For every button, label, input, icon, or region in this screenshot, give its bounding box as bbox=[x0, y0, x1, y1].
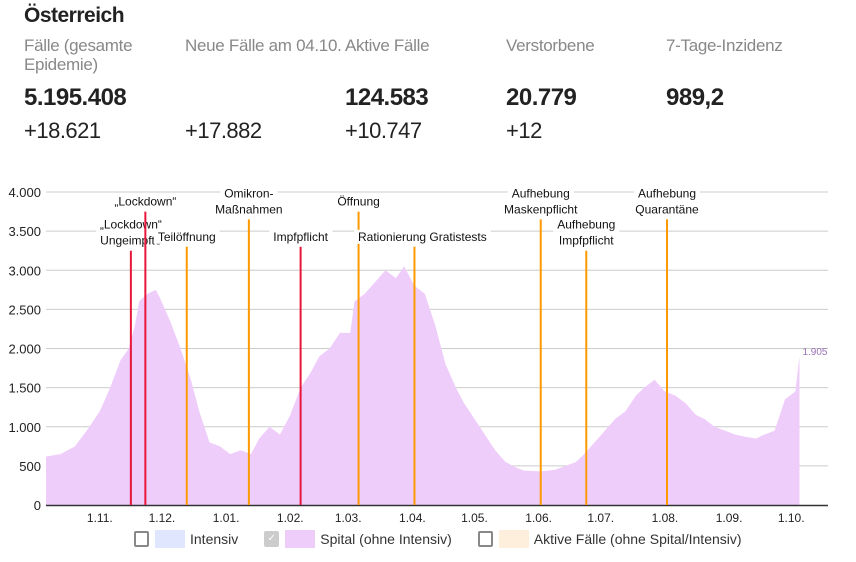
event-label: „Lockdown“ bbox=[114, 195, 176, 209]
legend-swatch bbox=[285, 530, 316, 548]
stat-label: 7-Tage-Inzidenz bbox=[666, 36, 783, 55]
event-label-bg bbox=[500, 202, 583, 217]
x-tick-label: 1.02. bbox=[277, 511, 304, 525]
y-tick-label: 3.000 bbox=[8, 263, 41, 278]
event-label: Ungeimpfte bbox=[100, 234, 162, 248]
event-label-bg bbox=[95, 217, 166, 232]
stat-change: +18.621 bbox=[24, 118, 101, 143]
x-tick-label: 1.08. bbox=[652, 511, 679, 525]
chart-legend: Intensiv ✓ Spital (ohne Intensiv) Aktive Fä… bbox=[134, 530, 768, 548]
stat-3: Verstorbene 20.779 +12 bbox=[506, 36, 666, 144]
event-label: Aufhebung bbox=[512, 186, 570, 200]
legend-label: Aktive Fälle (ohne Spital/Intensiv) bbox=[533, 531, 742, 547]
legend-checkbox[interactable] bbox=[477, 531, 493, 547]
y-tick-label: 3.500 bbox=[8, 224, 41, 239]
event-label-bg bbox=[153, 229, 220, 244]
stat-value: 5.195.408 bbox=[24, 84, 127, 111]
event-label: Rationierung Gratistests bbox=[358, 230, 487, 244]
x-tick-label: 1.05. bbox=[461, 511, 488, 525]
stat-2: Aktive Fälle 124.583 +10.747 bbox=[345, 36, 505, 144]
x-tick-label: 1.12. bbox=[149, 511, 176, 525]
hospital-chart: 0 500 1.000 1.500 2.000 2.500 3.000 3.500 4.000 1… bbox=[8, 185, 828, 525]
stat-change: +17.882 bbox=[185, 118, 262, 143]
stat-label: Verstorbene bbox=[506, 36, 595, 55]
legend-label: Spital (ohne Intensiv) bbox=[320, 531, 452, 547]
x-tick-label: 1.04. bbox=[399, 511, 426, 525]
event-label-bg bbox=[333, 194, 384, 209]
legend-item[interactable]: ✓ Spital (ohne Intensiv) bbox=[264, 530, 452, 548]
event-label-bg bbox=[554, 233, 619, 248]
x-tick-label: 1.09. bbox=[716, 511, 743, 525]
event-label: Omikron- bbox=[224, 186, 273, 200]
legend-checkbox[interactable] bbox=[134, 531, 149, 547]
stat-0: Fälle (gesamte Epidemie) 5.195.408 +18.621 bbox=[24, 36, 184, 144]
event-label: „Lockdown“ bbox=[100, 218, 162, 232]
event-label: Teilöffnung bbox=[158, 230, 216, 244]
x-tick-label: 1.11. bbox=[87, 511, 113, 525]
legend-swatch bbox=[155, 530, 185, 548]
legend-item[interactable]: Aktive Fälle (ohne Spital/Intensiv) bbox=[477, 530, 742, 548]
event-label-bg bbox=[211, 202, 287, 217]
stat-label: Aktive Fälle bbox=[345, 36, 430, 55]
event-label: Öffnung bbox=[337, 195, 379, 209]
legend-swatch bbox=[498, 530, 529, 548]
event-label-bg bbox=[354, 229, 491, 244]
x-tick-label: 1.10. bbox=[778, 511, 805, 525]
stat-label: Fälle (gesamte Epidemie) bbox=[24, 36, 133, 74]
legend-checkbox[interactable]: ✓ bbox=[264, 531, 280, 547]
stat-1: Neue Fälle am 04.10. +17.882 bbox=[185, 36, 345, 144]
event-label-bg bbox=[220, 186, 278, 201]
y-tick-label: 2.500 bbox=[8, 302, 41, 317]
stat-change: +12 bbox=[506, 118, 542, 143]
event-label: Aufhebung bbox=[557, 218, 615, 232]
event-label: Impfpflicht bbox=[559, 234, 614, 248]
y-tick-label: 0 bbox=[34, 498, 41, 513]
event-label: Maskenpflicht bbox=[504, 202, 578, 216]
last-value-label: 1.905 bbox=[802, 347, 827, 358]
event-label-bg bbox=[631, 202, 704, 217]
event-label: Quarantäne bbox=[635, 202, 699, 216]
spital-area bbox=[46, 266, 800, 505]
stat-change: +10.747 bbox=[345, 118, 422, 143]
event-label: Maßnahmen bbox=[215, 202, 282, 216]
y-tick-label: 500 bbox=[19, 459, 41, 474]
x-tick-label: 1.07. bbox=[587, 511, 614, 525]
event-label-bg bbox=[507, 186, 574, 201]
legend-label: Intensiv bbox=[190, 531, 239, 547]
event-label: Aufhebung bbox=[638, 186, 696, 200]
event-label-bg bbox=[269, 229, 333, 244]
stat-value: 20.779 bbox=[506, 84, 577, 111]
x-tick-label: 1.03. bbox=[335, 511, 362, 525]
event-label-bg bbox=[553, 217, 620, 232]
event-label-bg bbox=[633, 186, 701, 201]
stat-4: 7-Tage-Inzidenz 989,2 bbox=[666, 36, 826, 118]
stat-value: 124.583 bbox=[345, 84, 429, 111]
stat-value: 989,2 bbox=[666, 84, 724, 111]
event-label-bg bbox=[110, 194, 181, 209]
x-tick-label: 1.01. bbox=[213, 511, 240, 525]
event-label-bg bbox=[96, 233, 166, 248]
y-tick-label: 4.000 bbox=[8, 185, 41, 200]
event-label: Impfpflicht bbox=[273, 230, 328, 244]
x-tick-label: 1.06. bbox=[525, 511, 552, 525]
page-title: Österreich bbox=[24, 4, 125, 27]
legend-item[interactable]: Intensiv bbox=[134, 530, 238, 548]
stat-label: Neue Fälle am 04.10. bbox=[185, 36, 342, 55]
y-tick-label: 2.000 bbox=[8, 342, 41, 357]
y-tick-label: 1.500 bbox=[8, 381, 41, 396]
y-tick-label: 1.000 bbox=[8, 420, 41, 435]
